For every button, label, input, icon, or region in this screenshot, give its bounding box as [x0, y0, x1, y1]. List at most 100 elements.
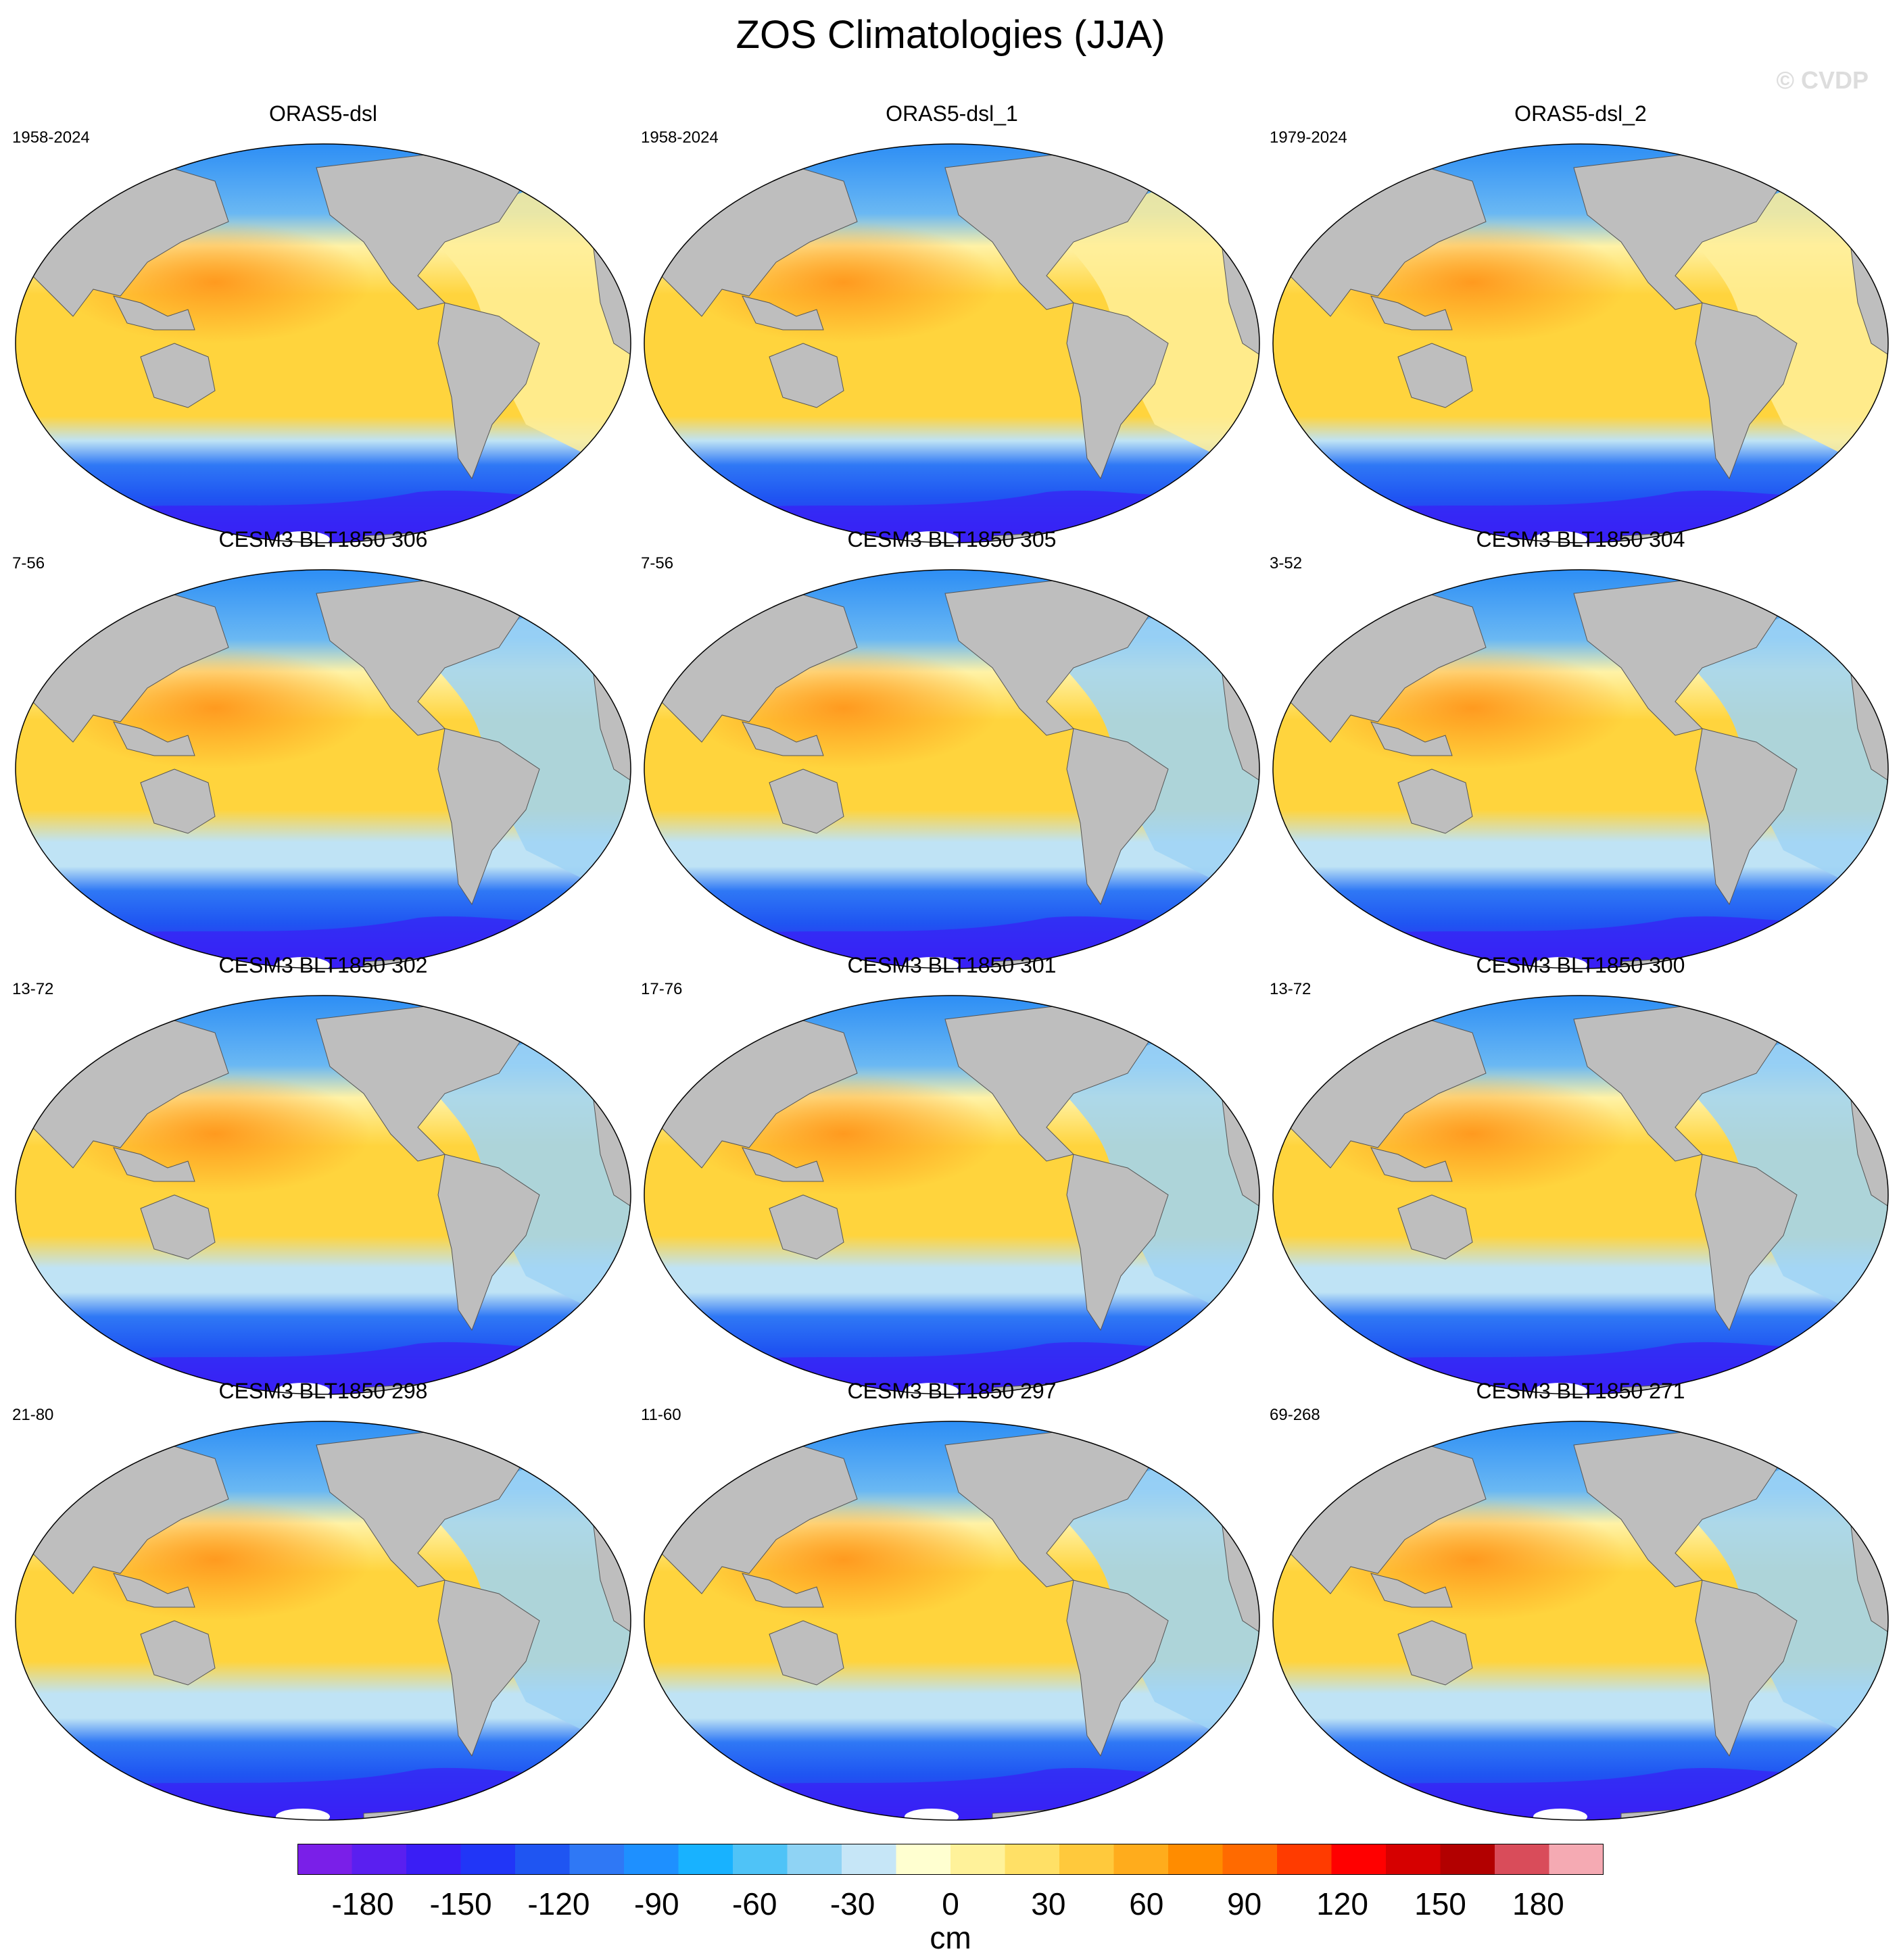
map-panel: ORAS5-dsl_1 1958-2024 — [635, 101, 1268, 547]
map-border — [1272, 143, 1889, 543]
panel-years: 1958-2024 — [12, 128, 90, 147]
colorbar-tick-label: 30 — [1031, 1886, 1066, 1921]
ice-shelf — [276, 957, 330, 969]
panel-years: 13-72 — [1270, 980, 1312, 998]
map-panel: CESM3 BLT1850 298 21-80 — [7, 1379, 640, 1825]
atlantic-ocean — [425, 1459, 631, 1736]
map-panel: CESM3 BLT1850 305 7-56 — [635, 527, 1268, 973]
ice-shelf — [276, 1809, 330, 1820]
ice-shelf — [276, 1383, 330, 1394]
robinson-map — [644, 995, 1260, 1395]
map-panel: CESM3 BLT1850 301 17-76 — [635, 953, 1268, 1399]
land-australia — [1397, 1620, 1473, 1686]
panel-years: 21-80 — [12, 1406, 54, 1424]
land-south-america — [437, 302, 540, 480]
panel-title: CESM3 BLT1850 304 — [1476, 527, 1685, 552]
land-maritime-continent — [113, 721, 195, 756]
land-maritime-continent — [742, 721, 824, 756]
colorbar-swatch — [1005, 1844, 1060, 1875]
land-south-america — [1695, 1579, 1798, 1757]
colorbar-tick-label: -60 — [731, 1886, 777, 1921]
colorbar-tick-label: 150 — [1414, 1886, 1466, 1921]
panel-years: 7-56 — [12, 554, 45, 572]
panel-years: 1958-2024 — [641, 128, 719, 147]
ice-shelf — [905, 1383, 959, 1394]
map-border — [644, 143, 1260, 543]
land-australia — [1397, 343, 1473, 408]
colorbar-tick-labels: -180 -150 -120 -90 -60 -30 0 30 60 90 120 150 180 — [0, 1886, 1901, 1926]
atlantic-ocean — [425, 1033, 631, 1310]
ice-shelf — [1533, 531, 1587, 543]
colorbar-swatch — [1113, 1844, 1169, 1875]
land-south-america — [437, 1154, 540, 1331]
colorbar-swatch — [1440, 1844, 1495, 1875]
robinson-map — [15, 143, 631, 543]
map-panel: CESM3 BLT1850 306 7-56 — [7, 527, 640, 973]
figure-title: ZOS Climatologies (JJA) — [736, 13, 1165, 57]
map-panel: ORAS5-dsl 1958-2024 — [7, 101, 640, 547]
colorbar-frame — [297, 1844, 1604, 1875]
map-border — [644, 569, 1260, 969]
land-south-america — [1695, 728, 1798, 906]
panel-years: 17-76 — [641, 980, 683, 998]
colorbar-swatch — [787, 1844, 842, 1875]
colorbar-swatch — [733, 1844, 788, 1875]
cvdp-watermark: © CVDP — [1776, 66, 1869, 94]
map-border — [1272, 569, 1889, 969]
colorbar-swatch — [678, 1844, 733, 1875]
land-south-america — [1695, 1154, 1798, 1331]
atlantic-ocean — [1053, 181, 1259, 458]
land-australia — [140, 768, 216, 834]
land-south-america — [1066, 728, 1169, 906]
robinson-map — [15, 995, 631, 1395]
map-panel: CESM3 BLT1850 297 11-60 — [635, 1379, 1268, 1825]
panel-title: CESM3 BLT1850 271 — [1476, 1379, 1685, 1403]
panel-title: ORAS5-dsl — [268, 101, 378, 126]
map-border — [15, 995, 631, 1395]
atlantic-ocean — [1053, 1459, 1259, 1736]
colorbar-tick-label: -30 — [829, 1886, 875, 1921]
colorbar-tick-label: -150 — [429, 1886, 492, 1921]
colorbar-swatch — [460, 1844, 516, 1875]
colorbar-swatch — [406, 1844, 462, 1875]
colorbar-tick-label: 0 — [942, 1886, 959, 1921]
colorbar-tick-label: -120 — [527, 1886, 590, 1921]
land-maritime-continent — [113, 1147, 195, 1182]
colorbar-tick-label: 180 — [1512, 1886, 1564, 1921]
map-border — [1272, 995, 1889, 1395]
panel-years: 3-52 — [1270, 554, 1303, 572]
land-australia — [769, 343, 844, 408]
map-panel: CESM3 BLT1850 304 3-52 — [1264, 527, 1897, 973]
colorbar-tick-label: 60 — [1129, 1886, 1164, 1921]
colorbar-swatch — [1277, 1844, 1332, 1875]
colorbar-swatch — [1059, 1844, 1115, 1875]
colorbar-swatch — [1168, 1844, 1224, 1875]
panel-title: ORAS5-dsl_2 — [1514, 101, 1647, 126]
land-australia — [769, 1194, 844, 1260]
colorbar-swatch — [1549, 1844, 1604, 1875]
robinson-map — [644, 143, 1260, 543]
map-border — [15, 569, 631, 969]
panel-title: CESM3 BLT1850 301 — [847, 953, 1057, 977]
land-maritime-continent — [1370, 1573, 1453, 1608]
colorbar-unit: cm — [930, 1920, 971, 1955]
colorbar-swatch — [1495, 1844, 1550, 1875]
ice-shelf — [1533, 1383, 1587, 1394]
map-panel: CESM3 BLT1850 271 69-268 — [1264, 1379, 1897, 1825]
panel-years: 69-268 — [1270, 1406, 1320, 1424]
land-south-america — [1066, 1579, 1169, 1757]
land-australia — [140, 1620, 216, 1686]
land-south-america — [1066, 302, 1169, 480]
colorbar-swatch — [950, 1844, 1006, 1875]
ice-shelf — [905, 957, 959, 969]
colorbar-tick-label: -180 — [331, 1886, 394, 1921]
map-panel: ORAS5-dsl_2 1979-2024 — [1264, 101, 1897, 547]
atlantic-ocean — [1682, 1033, 1888, 1310]
land-australia — [1397, 1194, 1473, 1260]
ice-shelf — [905, 531, 959, 543]
map-border — [15, 143, 631, 543]
land-maritime-continent — [1370, 1147, 1453, 1182]
map-panel: CESM3 BLT1850 302 13-72 — [7, 953, 640, 1399]
robinson-map — [1272, 143, 1889, 543]
ice-shelf — [276, 531, 330, 543]
